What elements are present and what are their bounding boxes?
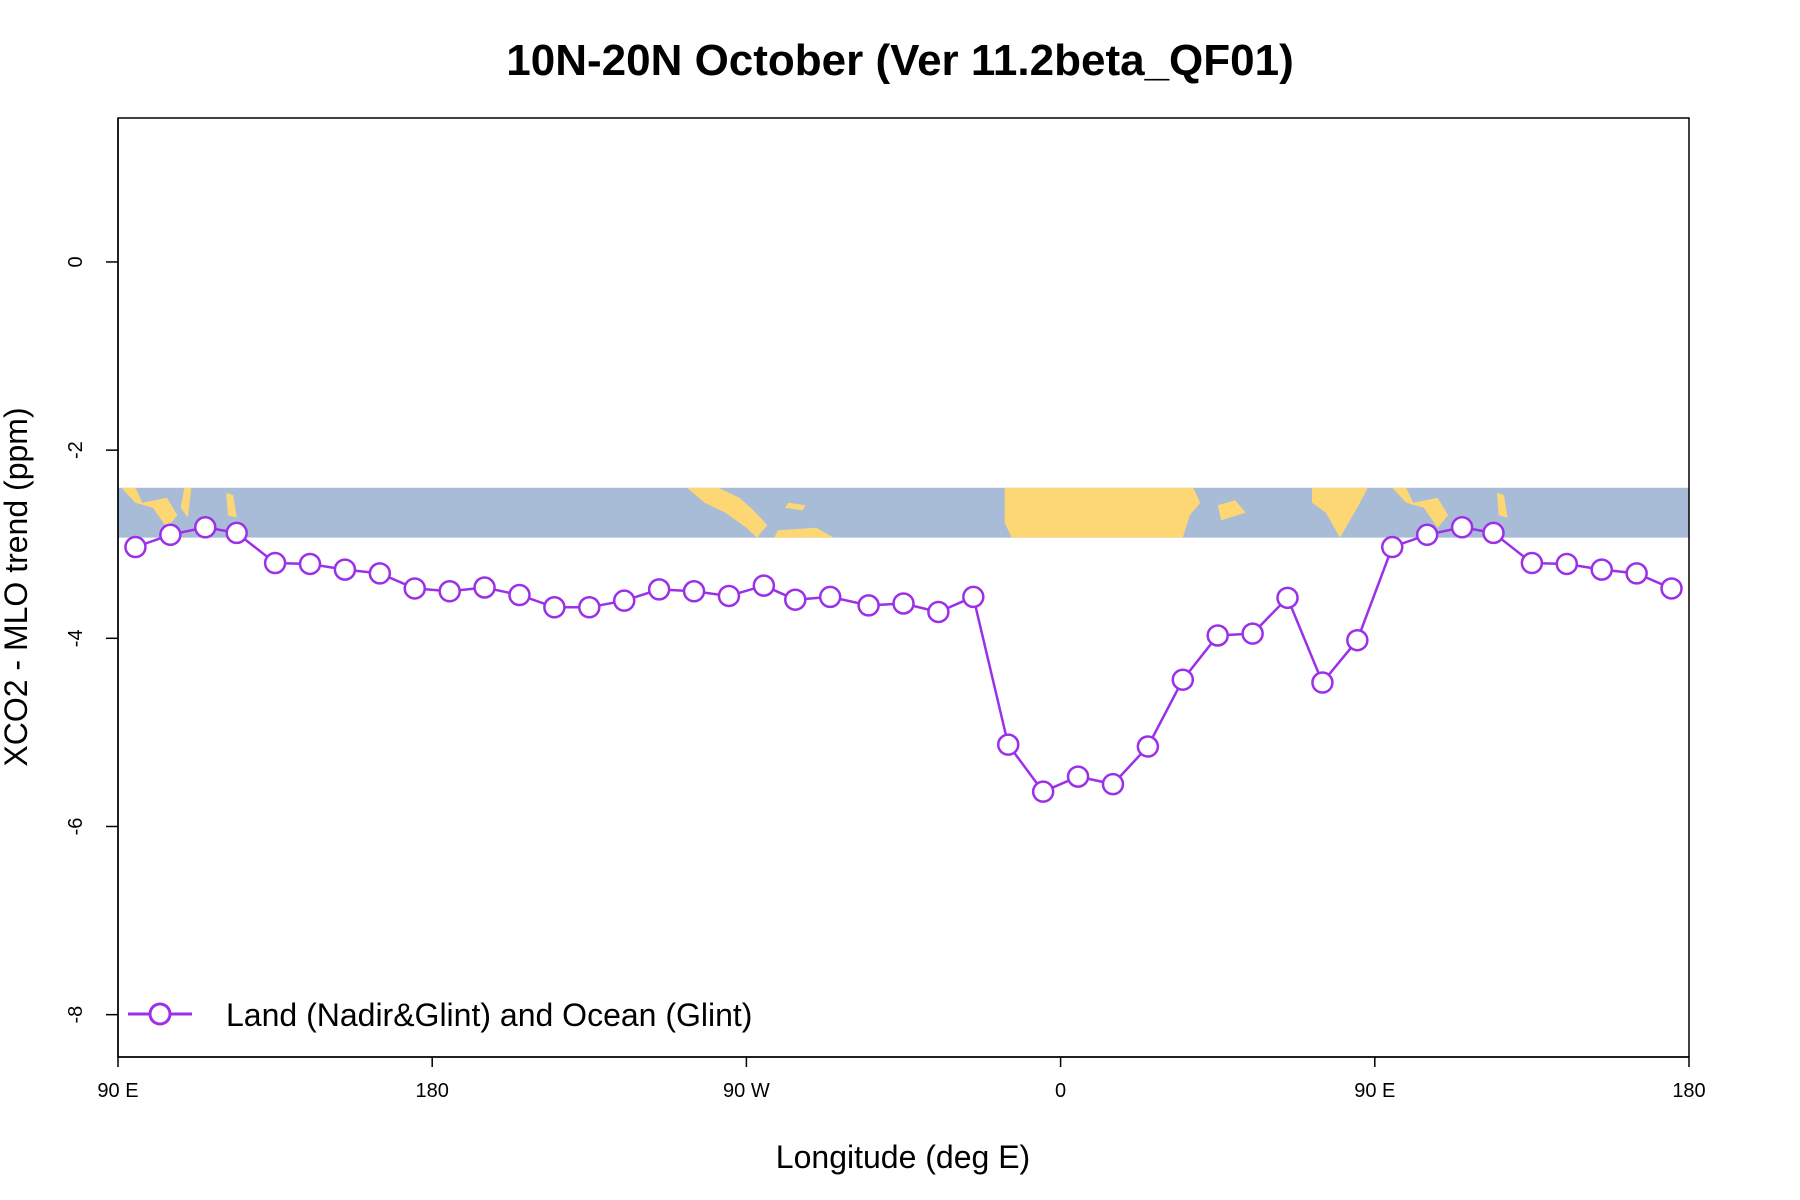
legend: Land (Nadir&Glint) and Ocean (Glint) xyxy=(128,997,752,1033)
y-ticks: 0 -2 -4 -6 -8 xyxy=(65,256,118,1024)
data-point xyxy=(578,596,601,619)
data-point xyxy=(263,551,287,575)
series-layer xyxy=(124,516,1683,803)
data-point xyxy=(647,578,671,601)
series-line xyxy=(135,526,1672,794)
data-point xyxy=(962,585,985,609)
data-point xyxy=(1625,562,1648,585)
y-axis-label: XCO2 - MLO trend (ppm) xyxy=(0,407,34,766)
data-point xyxy=(543,596,566,619)
data-point xyxy=(298,552,322,576)
data-point xyxy=(368,562,392,585)
data-point xyxy=(1482,521,1505,545)
chart-title: 10N-20N October (Ver 11.2beta_QF01) xyxy=(506,36,1293,85)
data-point xyxy=(1381,535,1404,559)
data-point xyxy=(124,535,147,559)
data-point xyxy=(752,574,776,597)
land-southeast-asia xyxy=(121,487,178,528)
data-point xyxy=(892,592,915,615)
land-central-america xyxy=(687,487,768,538)
data-point xyxy=(818,585,842,609)
land-southeast-asia-right xyxy=(1392,487,1449,528)
land-horn-of-africa xyxy=(1217,500,1246,521)
y-tick-label: -8 xyxy=(65,1006,87,1024)
data-point xyxy=(1136,735,1160,758)
data-point xyxy=(438,580,461,603)
land-africa xyxy=(1004,487,1201,538)
land-caribbean xyxy=(784,502,806,511)
data-point xyxy=(927,600,950,624)
land-indochina xyxy=(180,487,192,518)
data-point xyxy=(1555,552,1579,576)
data-point xyxy=(1031,780,1055,803)
land-philippines-right xyxy=(1497,492,1508,518)
data-point xyxy=(1311,671,1334,694)
data-point xyxy=(1101,772,1125,796)
plot-frame xyxy=(117,117,1690,1058)
y-tick-label: 0 xyxy=(65,256,87,267)
data-point xyxy=(717,584,741,608)
data-point xyxy=(857,594,880,617)
x-tick-label: 90 W xyxy=(723,1080,770,1102)
data-point xyxy=(996,733,1020,756)
data-point xyxy=(508,583,531,607)
data-point xyxy=(784,588,807,611)
y-tick-label: -4 xyxy=(65,629,87,647)
data-point xyxy=(1520,551,1544,575)
y-tick-label: -6 xyxy=(65,818,87,836)
land-philippines xyxy=(226,492,237,518)
data-point xyxy=(1450,516,1474,539)
data-point xyxy=(159,523,182,547)
data-point xyxy=(1276,586,1299,610)
data-point xyxy=(403,577,426,600)
data-point xyxy=(612,589,636,612)
data-point xyxy=(333,558,357,581)
land-india xyxy=(1312,487,1368,538)
x-tick-label: 180 xyxy=(1672,1080,1705,1102)
data-point xyxy=(1660,577,1683,600)
legend-marker xyxy=(148,1002,172,1026)
land-south-america xyxy=(774,527,834,538)
data-point xyxy=(1206,624,1229,647)
x-tick-label: 90 E xyxy=(1354,1080,1395,1102)
data-point xyxy=(1241,622,1264,645)
x-tick-label: 0 xyxy=(1055,1080,1066,1102)
data-point xyxy=(225,521,248,545)
data-point xyxy=(1346,628,1369,652)
x-axis-label: Longitude (deg E) xyxy=(776,1139,1030,1175)
data-point xyxy=(1590,558,1613,581)
data-point xyxy=(1171,668,1195,691)
y-tick-label: -2 xyxy=(65,441,87,459)
map-strip xyxy=(118,487,1689,538)
data-point xyxy=(1066,765,1090,788)
x-ticks: 90 E 180 90 W 0 90 E 180 xyxy=(97,1057,1706,1102)
x-tick-label: 90 E xyxy=(97,1080,138,1102)
data-point xyxy=(682,580,706,603)
data-point xyxy=(194,516,217,539)
data-point xyxy=(1415,523,1439,547)
legend-label: Land (Nadir&Glint) and Ocean (Glint) xyxy=(226,997,752,1033)
data-point xyxy=(473,576,496,599)
x-tick-label: 180 xyxy=(416,1080,449,1102)
